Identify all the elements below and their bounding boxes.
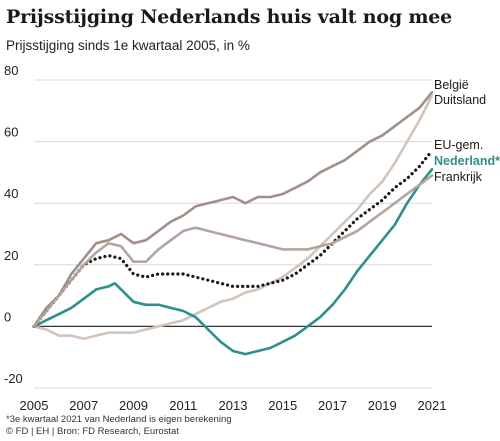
x-tick-label: 2005 (20, 398, 49, 413)
legend-label: Duitsland (434, 93, 486, 107)
y-tick-label: 80 (4, 63, 18, 78)
x-tick-label: 2021 (418, 398, 447, 413)
series-lines (32, 91, 434, 356)
series-line-0 (32, 91, 434, 328)
x-tick-label: 2019 (368, 398, 397, 413)
series-line-2 (32, 149, 434, 328)
series-line-1 (32, 94, 434, 340)
legend-label: Frankrijk (434, 170, 483, 184)
grid-lines (34, 79, 432, 389)
x-tick-label: 2013 (219, 398, 248, 413)
x-tick-label: 2015 (268, 398, 297, 413)
y-tick-label: 20 (4, 248, 18, 263)
x-tick-label: 2007 (69, 398, 98, 413)
x-axis-ticks: 2005 2007 2009 2011 2013 2015 2017 2019 2021 (20, 398, 447, 413)
footnote-source: © FD | EH | Bron: FD Research, Eurostat (6, 426, 179, 437)
y-axis-ticks: -20 0 20 40 60 80 (4, 63, 23, 386)
legend-label: EU-gem. (434, 138, 483, 152)
chart-title: Prijsstijging Nederlands huis valt nog m… (6, 6, 453, 28)
legend-label: Nederland* (434, 154, 500, 168)
chart-subtitle: Prijsstijging sinds 1e kwartaal 2005, in… (6, 38, 250, 53)
y-tick-label: 40 (4, 186, 18, 201)
series-line-3 (32, 168, 434, 356)
x-tick-label: 2009 (119, 398, 148, 413)
x-tick-label: 2011 (169, 398, 197, 413)
y-tick-label: 60 (4, 125, 18, 140)
footnote: *3e kwartaal 2021 van Nederland is eigen… (6, 414, 232, 438)
y-tick-label: -20 (4, 371, 23, 386)
x-tick-label: 2017 (318, 398, 347, 413)
legend-label: België (434, 78, 469, 92)
footnote-note: *3e kwartaal 2021 van Nederland is eigen… (6, 414, 232, 425)
series-line-4 (32, 174, 434, 328)
y-tick-label: 0 (4, 309, 11, 324)
